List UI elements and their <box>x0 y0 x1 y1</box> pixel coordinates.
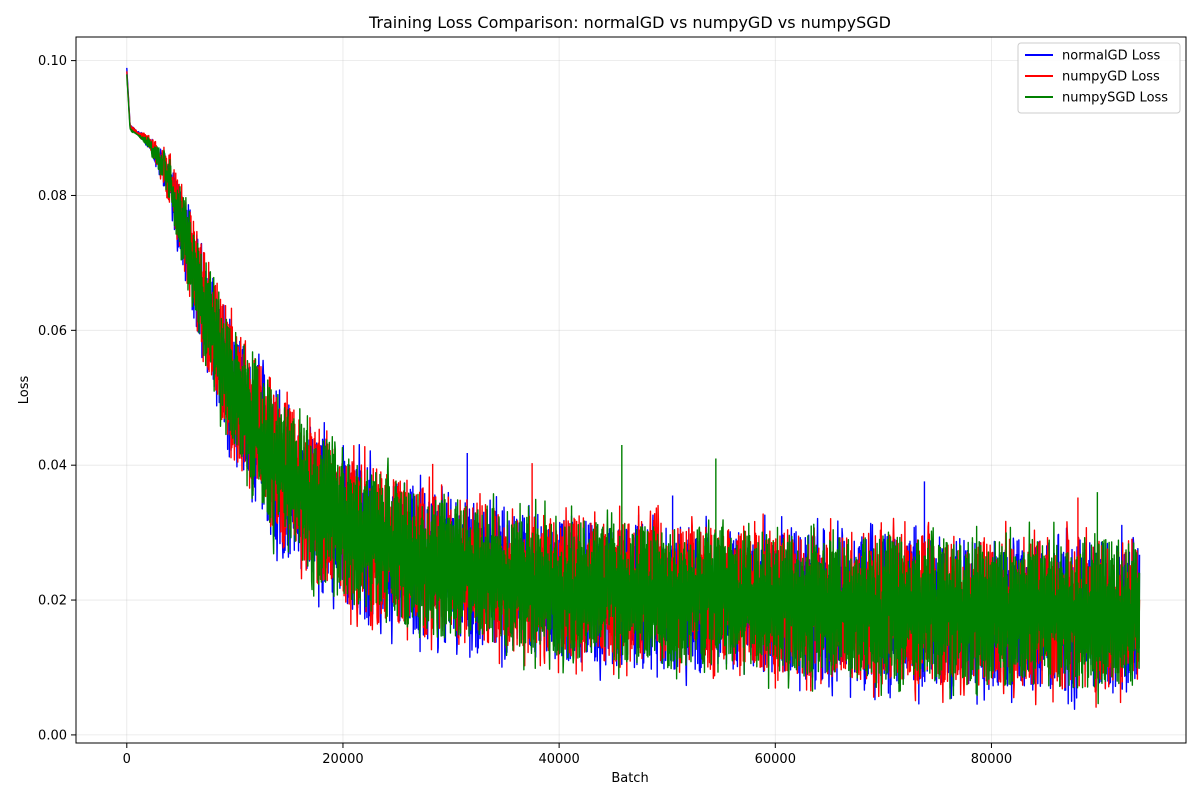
y-tick-label: 0.04 <box>38 459 67 474</box>
x-tick-label: 40000 <box>538 752 579 767</box>
plot-area <box>126 67 1141 710</box>
x-tick-label: 20000 <box>322 752 363 767</box>
legend: normalGD Loss numpyGD Loss numpySGD Loss <box>1017 42 1181 114</box>
y-axis-label: Loss <box>17 376 32 405</box>
legend-label-0: normalGD Loss <box>1062 49 1161 64</box>
y-tick-label: 0.10 <box>38 54 67 69</box>
y-axis: 0.00 0.02 0.04 0.06 0.08 0.10 <box>38 54 76 743</box>
x-tick-label: 80000 <box>971 752 1012 767</box>
legend-label-2: numpySGD Loss <box>1062 91 1168 106</box>
y-tick-label: 0.08 <box>38 189 67 204</box>
x-axis: 0 20000 40000 60000 80000 <box>123 743 1012 767</box>
x-tick-label: 0 <box>123 752 131 767</box>
y-tick-label: 0.00 <box>38 728 67 743</box>
series-layer <box>126 67 1141 710</box>
grid <box>76 37 1186 743</box>
plot-frame <box>75 36 1187 744</box>
legend-label-1: numpyGD Loss <box>1062 70 1160 85</box>
legend-box <box>1017 42 1181 114</box>
x-tick-label: 60000 <box>755 752 796 767</box>
y-tick-label: 0.06 <box>38 324 67 339</box>
y-tick-label: 0.02 <box>38 594 67 609</box>
chart-title: Training Loss Comparison: normalGD vs nu… <box>368 13 891 32</box>
x-axis-label: Batch <box>611 771 648 786</box>
series-line-2 <box>126 74 1141 705</box>
